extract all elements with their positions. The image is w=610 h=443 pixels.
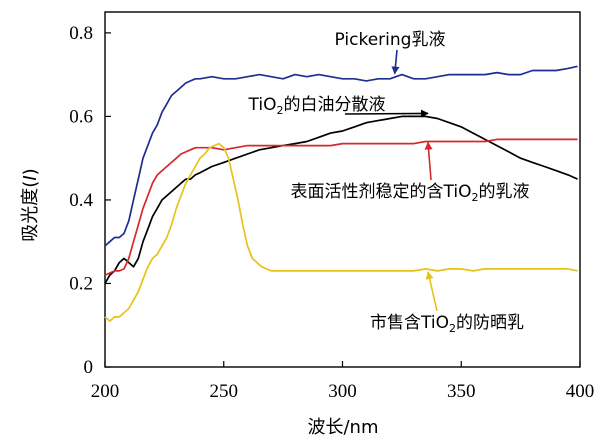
x-tick-label: 200 <box>91 381 120 402</box>
y-tick-label: 0.4 <box>69 190 93 211</box>
annotation-label-3: 市售含TiO2的防晒乳 <box>370 313 524 335</box>
x-tick-label: 300 <box>328 381 357 402</box>
series-line-0 <box>104 65 578 247</box>
annotation-arrow-3 <box>425 271 438 312</box>
x-tick-label: 350 <box>447 381 476 402</box>
x-tick-label: 250 <box>210 381 239 402</box>
y-tick-label: 0.2 <box>69 273 93 294</box>
series-line-1 <box>104 115 578 284</box>
series-line-2 <box>104 138 578 276</box>
y-tick-label: 0 <box>84 357 94 378</box>
annotation-arrow-2 <box>424 141 433 181</box>
x-axis-title: 波长/nm <box>307 417 378 438</box>
annotation-label-2: 表面活性剂稳定的含TiO2的乳液 <box>291 182 530 204</box>
y-tick-label: 0.8 <box>69 23 93 44</box>
annotation-label-1: TiO2的白油分散液 <box>248 95 386 117</box>
annotation-arrow-1 <box>344 109 429 118</box>
annotation-label-0: Pickering乳液 <box>335 30 446 50</box>
y-axis-title: 吸光度(I) <box>20 168 41 241</box>
series-line-3 <box>104 142 578 322</box>
annotation-arrow-0 <box>391 49 400 75</box>
y-tick-label: 0.6 <box>69 106 93 127</box>
x-tick-label: 400 <box>566 381 595 402</box>
